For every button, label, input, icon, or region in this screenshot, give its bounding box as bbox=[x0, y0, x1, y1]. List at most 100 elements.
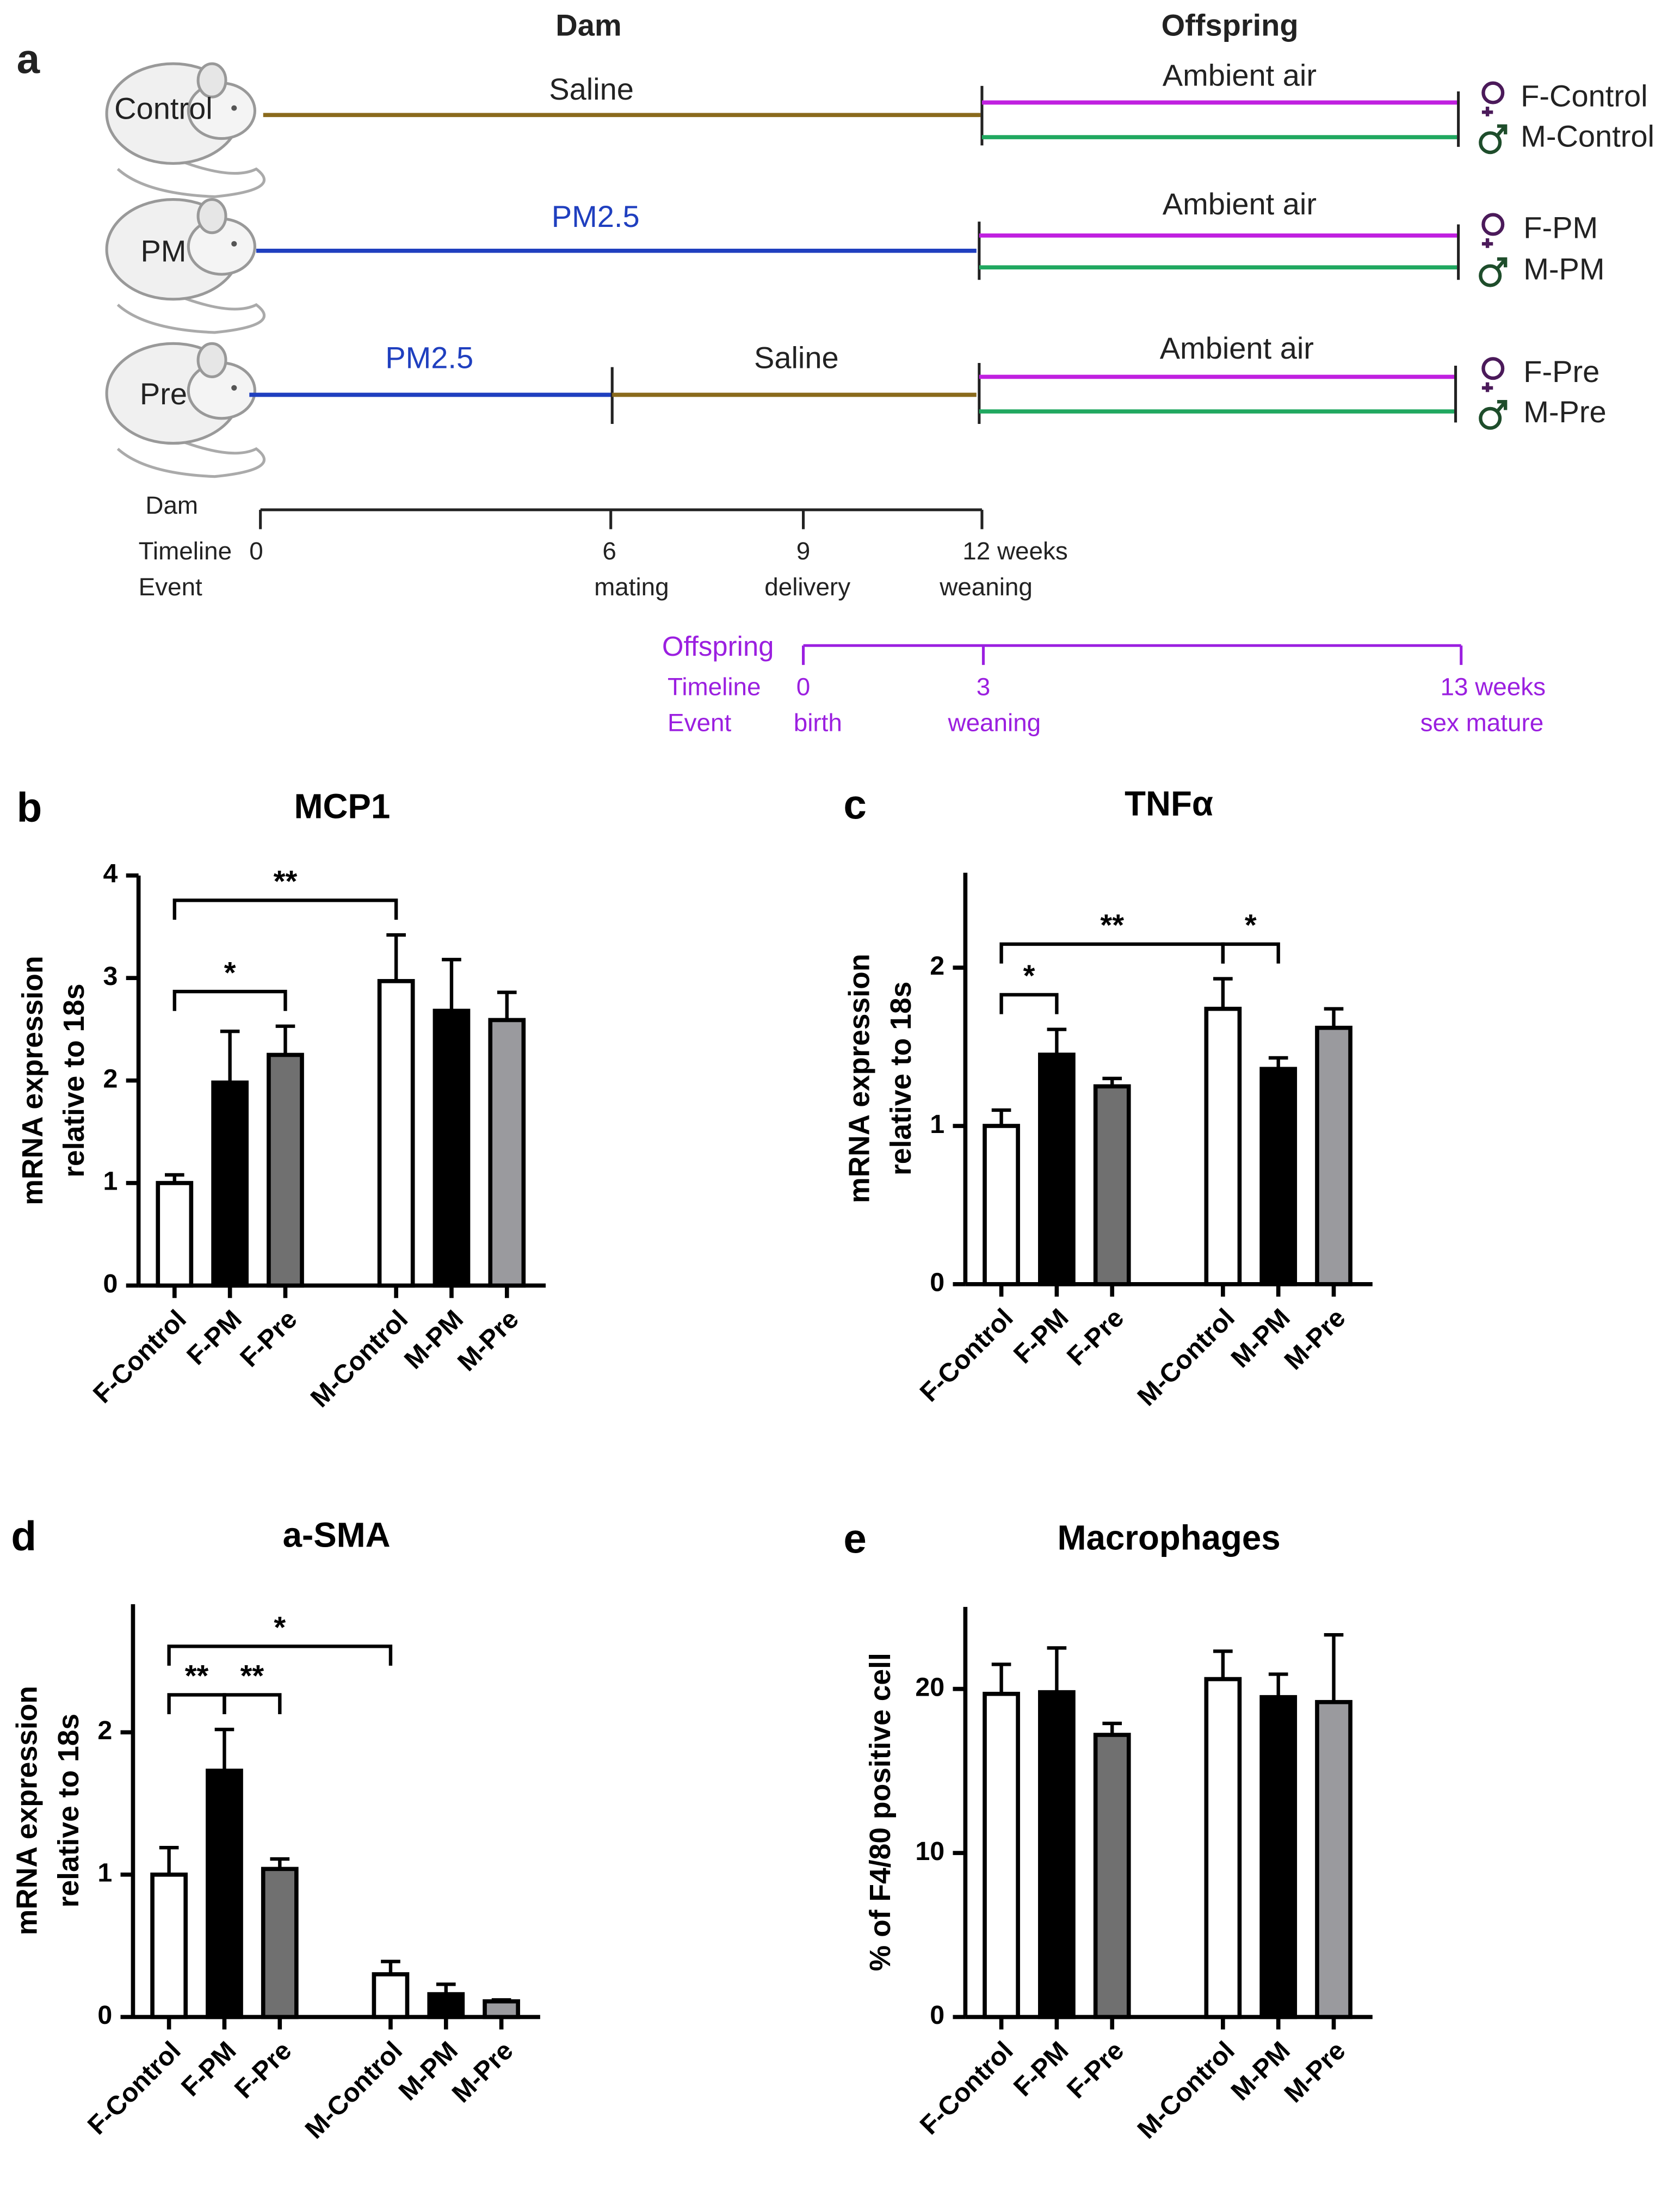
outcome-label: M-Control bbox=[1521, 119, 1654, 153]
significance-label: * bbox=[224, 955, 236, 989]
significance-bracket bbox=[167, 1693, 226, 1715]
outcome-label: M-PM bbox=[1523, 252, 1604, 286]
x-tick-label: F-Control bbox=[915, 2036, 1019, 2140]
dam-header: Dam bbox=[555, 8, 621, 42]
bar bbox=[483, 1999, 520, 2019]
female-icon bbox=[1482, 215, 1503, 248]
significance-label: ** bbox=[274, 864, 298, 898]
x-tick-label: F-Control bbox=[915, 1303, 1019, 1407]
x-tick-label: F-Pre bbox=[1061, 2036, 1130, 2104]
bar bbox=[983, 1691, 1020, 2019]
significance-bracket bbox=[172, 898, 398, 920]
bar bbox=[267, 1052, 304, 1288]
female-icon bbox=[1482, 83, 1503, 116]
exposure-label: Saline bbox=[549, 72, 634, 106]
timeline-event: weaning bbox=[948, 709, 1041, 736]
mouse-label: PM bbox=[140, 234, 186, 268]
y-tick-label: 4 bbox=[103, 859, 118, 889]
x-tick-label: M-Control bbox=[1132, 1303, 1240, 1412]
significance-bracket bbox=[999, 993, 1059, 1014]
offspring-header: Offspring bbox=[1162, 8, 1299, 42]
significance-label: * bbox=[274, 1610, 286, 1645]
y-tick-label: 2 bbox=[103, 1064, 118, 1093]
bar bbox=[427, 1992, 465, 2019]
x-tick-label: F-PM bbox=[176, 2036, 242, 2102]
x-tick-label: F-Pre bbox=[229, 2036, 298, 2104]
x-tick-label: M-Pre bbox=[1278, 2036, 1351, 2108]
panel-label: c bbox=[843, 781, 866, 828]
bar bbox=[156, 1181, 194, 1288]
y-axis-label: relative to 18s bbox=[53, 1714, 85, 1907]
x-tick-label: F-Control bbox=[88, 1304, 192, 1409]
row-label: Timeline bbox=[668, 673, 761, 700]
x-tick-label: M-PM bbox=[399, 1304, 469, 1375]
y-tick-label: 3 bbox=[103, 962, 118, 991]
male-icon bbox=[1480, 126, 1505, 152]
significance-label: ** bbox=[1100, 908, 1124, 942]
timeline-event: mating bbox=[594, 573, 669, 601]
timeline-title: Dam bbox=[145, 491, 198, 519]
bar bbox=[488, 1018, 526, 1288]
timeline-event: delivery bbox=[764, 573, 850, 601]
x-tick-label: F-PM bbox=[181, 1304, 248, 1371]
timeline-event: sex mature bbox=[1420, 709, 1544, 736]
exposure-label: PM2.5 bbox=[385, 341, 473, 375]
x-tick-label: F-Pre bbox=[1061, 1303, 1130, 1371]
bar bbox=[206, 1769, 243, 2019]
bar bbox=[1038, 1690, 1076, 2019]
significance-label: * bbox=[1245, 908, 1257, 942]
x-tick-label: M-Control bbox=[299, 2036, 408, 2145]
mouse-label: Control bbox=[114, 91, 213, 125]
significance-bracket bbox=[172, 989, 287, 1011]
y-tick-label: 20 bbox=[915, 1672, 944, 1702]
bar bbox=[211, 1080, 249, 1288]
x-tick-label: M-Control bbox=[1132, 2036, 1240, 2145]
outcome-label: F-Control bbox=[1521, 79, 1647, 113]
timeline-time: 13 weeks bbox=[1441, 673, 1546, 700]
x-tick-label: M-Pre bbox=[452, 1304, 524, 1377]
offspring-exposure: Ambient air bbox=[1163, 58, 1317, 92]
offspring-exposure: Ambient air bbox=[1160, 331, 1314, 365]
significance-bracket bbox=[999, 942, 1225, 964]
bar bbox=[150, 1873, 188, 2019]
outcome-label: F-PM bbox=[1523, 210, 1598, 244]
bar-chart: e Macrophages % of F4/80 positive cell 0 10 2… bbox=[843, 1516, 1373, 2145]
significance-bracket bbox=[1221, 942, 1280, 964]
bar bbox=[1259, 1067, 1298, 1286]
y-tick-label: 0 bbox=[930, 2000, 944, 2030]
significance-bracket bbox=[167, 1645, 393, 1666]
outcome-label: M-Pre bbox=[1523, 395, 1606, 429]
male-icon bbox=[1480, 259, 1505, 285]
timeline-time: 12 weeks bbox=[962, 537, 1068, 565]
y-axis-label: relative to 18s bbox=[885, 982, 917, 1175]
significance-label: ** bbox=[185, 1659, 209, 1693]
bar bbox=[377, 979, 415, 1288]
x-tick-label: M-PM bbox=[1225, 1303, 1295, 1373]
mouse-icon bbox=[107, 64, 264, 196]
x-tick-label: F-PM bbox=[1008, 1303, 1074, 1369]
timeline-time: 9 bbox=[796, 537, 810, 565]
x-tick-label: M-Control bbox=[305, 1304, 414, 1413]
female-icon bbox=[1482, 359, 1503, 392]
significance-bracket bbox=[223, 1693, 282, 1715]
y-axis-label: mRNA expression bbox=[11, 1686, 44, 1935]
panel-label: b bbox=[17, 784, 42, 830]
y-tick-label: 1 bbox=[97, 1858, 112, 1888]
chart-title: MCP1 bbox=[294, 787, 390, 826]
x-tick-label: M-PM bbox=[1225, 2036, 1295, 2106]
panel-label: e bbox=[843, 1516, 866, 1562]
bar bbox=[1093, 1733, 1131, 2019]
y-tick-label: 0 bbox=[103, 1269, 118, 1298]
bar bbox=[1093, 1084, 1131, 1286]
row-label: Event bbox=[668, 709, 731, 736]
male-icon bbox=[1480, 402, 1505, 428]
bar bbox=[1315, 1699, 1352, 2019]
timeline-event: birth bbox=[794, 709, 842, 736]
y-axis-label: relative to 18s bbox=[58, 983, 90, 1177]
bar bbox=[1204, 1007, 1242, 1286]
x-tick-label: F-Pre bbox=[234, 1304, 303, 1373]
bar-chart: b MCP1 mRNA expression relative to 18s 0 1 2 3 4… bbox=[17, 784, 546, 1413]
timeline-time: 0 bbox=[249, 537, 263, 565]
bar bbox=[372, 1972, 410, 2019]
outcome-label: F-Pre bbox=[1523, 354, 1599, 389]
